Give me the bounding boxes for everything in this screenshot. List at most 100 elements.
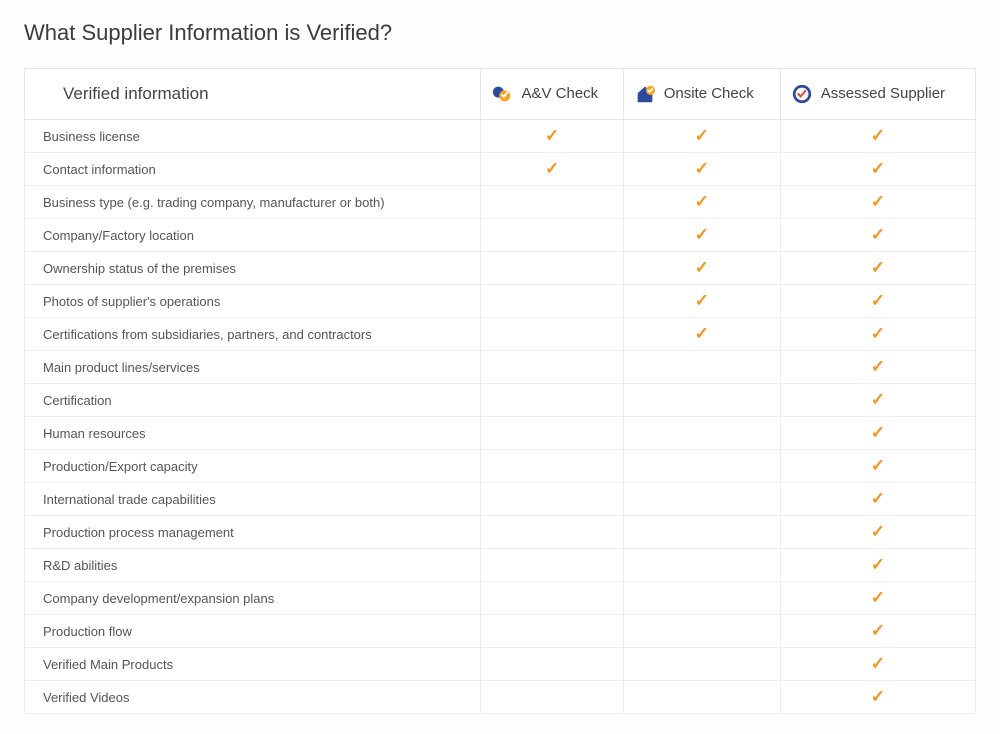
page-title: What Supplier Information is Verified?	[24, 20, 976, 46]
table-row: Photos of supplier's operations ✓✓	[25, 285, 976, 318]
table-row: Contact information✓✓✓	[25, 153, 976, 186]
row-label: Company development/expansion plans	[25, 582, 481, 615]
tick-cell-av	[481, 285, 623, 318]
tick-cell-av	[481, 351, 623, 384]
tick-cell-assessed: ✓	[780, 582, 975, 615]
row-label: Business type (e.g. trading company, man…	[25, 186, 481, 219]
row-label: Main product lines/services	[25, 351, 481, 384]
row-label: International trade capabilities	[25, 483, 481, 516]
table-row: Certifications from subsidiaries, partne…	[25, 318, 976, 351]
table-row: Company/Factory location ✓✓	[25, 219, 976, 252]
tick-cell-onsite	[623, 582, 780, 615]
tick-cell-av	[481, 681, 623, 714]
table-row: Business license✓✓✓	[25, 120, 976, 153]
tick-cell-av	[481, 318, 623, 351]
tick-cell-av	[481, 186, 623, 219]
tick-cell-onsite	[623, 450, 780, 483]
tick-cell-av: ✓	[481, 153, 623, 186]
tick-cell-onsite	[623, 483, 780, 516]
tick-cell-av	[481, 615, 623, 648]
tick-cell-av	[481, 252, 623, 285]
tick-cell-av: ✓	[481, 120, 623, 153]
tick-cell-onsite	[623, 549, 780, 582]
row-label: Certifications from subsidiaries, partne…	[25, 318, 481, 351]
row-label: Certification	[25, 384, 481, 417]
tick-cell-onsite: ✓	[623, 285, 780, 318]
tick-cell-assessed: ✓	[780, 285, 975, 318]
tick-cell-assessed: ✓	[780, 549, 975, 582]
tick-cell-assessed: ✓	[780, 252, 975, 285]
row-label: Production/Export capacity	[25, 450, 481, 483]
tick-cell-assessed: ✓	[780, 351, 975, 384]
tick-cell-assessed: ✓	[780, 615, 975, 648]
table-row: R&D abilities✓	[25, 549, 976, 582]
row-label: Production process management	[25, 516, 481, 549]
row-label: Verified Videos	[25, 681, 481, 714]
tick-cell-onsite	[623, 351, 780, 384]
row-label: Contact information	[25, 153, 481, 186]
row-label: Ownership status of the premises	[25, 252, 481, 285]
tick-cell-av	[481, 384, 623, 417]
col-header-assessed: Assessed Supplier	[780, 69, 975, 120]
tick-cell-onsite: ✓	[623, 318, 780, 351]
table-row: Ownership status of the premises ✓✓	[25, 252, 976, 285]
table-row: International trade capabilities ✓	[25, 483, 976, 516]
tick-cell-onsite	[623, 648, 780, 681]
tick-cell-av	[481, 549, 623, 582]
row-label: Business license	[25, 120, 481, 153]
tick-cell-onsite	[623, 384, 780, 417]
verification-table: Verified information A&V Check	[24, 68, 976, 714]
tick-cell-av	[481, 483, 623, 516]
tick-cell-av	[481, 417, 623, 450]
table-row: Main product lines/services ✓	[25, 351, 976, 384]
col-header-onsite: Onsite Check	[623, 69, 780, 120]
tick-cell-onsite: ✓	[623, 186, 780, 219]
table-row: Production flow ✓	[25, 615, 976, 648]
tick-cell-assessed: ✓	[780, 483, 975, 516]
table-body: Business license✓✓✓Contact information✓✓…	[25, 120, 976, 714]
table-row: Verified Main Products ✓	[25, 648, 976, 681]
tick-cell-av	[481, 516, 623, 549]
tick-cell-av	[481, 219, 623, 252]
tick-cell-onsite: ✓	[623, 120, 780, 153]
tick-cell-onsite	[623, 681, 780, 714]
table-row: Human resources ✓	[25, 417, 976, 450]
tick-cell-assessed: ✓	[780, 417, 975, 450]
table-row: Company development/expansion plans ✓	[25, 582, 976, 615]
tick-cell-onsite	[623, 615, 780, 648]
tick-cell-assessed: ✓	[780, 648, 975, 681]
tick-cell-onsite	[623, 417, 780, 450]
tier-label: Assessed Supplier	[821, 85, 945, 103]
row-label: Human resources	[25, 417, 481, 450]
tick-cell-assessed: ✓	[780, 516, 975, 549]
tick-cell-onsite: ✓	[623, 153, 780, 186]
col-header-info: Verified information	[25, 69, 481, 120]
tick-cell-assessed: ✓	[780, 219, 975, 252]
tick-cell-assessed: ✓	[780, 450, 975, 483]
row-label: Verified Main Products	[25, 648, 481, 681]
row-label: Company/Factory location	[25, 219, 481, 252]
table-row: Verified Videos ✓	[25, 681, 976, 714]
table-row: Certification ✓	[25, 384, 976, 417]
tick-cell-onsite: ✓	[623, 252, 780, 285]
tier-label: A&V Check	[521, 85, 598, 103]
tick-cell-onsite: ✓	[623, 219, 780, 252]
tick-cell-assessed: ✓	[780, 186, 975, 219]
tick-cell-assessed: ✓	[780, 120, 975, 153]
tick-cell-onsite	[623, 516, 780, 549]
tick-cell-assessed: ✓	[780, 318, 975, 351]
col-header-av: A&V Check	[481, 69, 623, 120]
table-row: Business type (e.g. trading company, man…	[25, 186, 976, 219]
tick-cell-av	[481, 450, 623, 483]
tick-cell-av	[481, 582, 623, 615]
row-label: Production flow	[25, 615, 481, 648]
table-header-row: Verified information A&V Check	[25, 69, 976, 120]
table-row: Production process management ✓	[25, 516, 976, 549]
assessed-supplier-icon	[791, 83, 813, 105]
tick-cell-assessed: ✓	[780, 384, 975, 417]
tick-cell-assessed: ✓	[780, 681, 975, 714]
table-row: Production/Export capacity ✓	[25, 450, 976, 483]
row-label: Photos of supplier's operations	[25, 285, 481, 318]
onsite-check-icon	[634, 83, 656, 105]
av-check-icon	[491, 83, 513, 105]
